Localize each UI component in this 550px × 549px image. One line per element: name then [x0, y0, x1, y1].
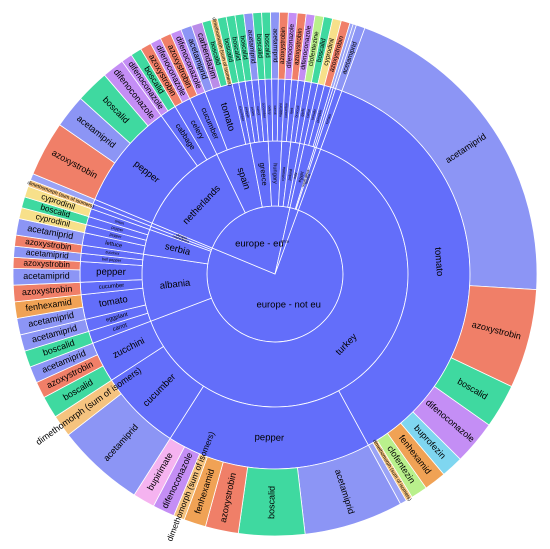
sunburst-segments: [12, 11, 538, 537]
pesticide-segment-acetamiprid[interactable]: [12, 268, 81, 286]
pesticide-segment-acetamiprid[interactable]: [335, 24, 366, 92]
pesticide-segment-boscalid[interactable]: [237, 466, 306, 537]
